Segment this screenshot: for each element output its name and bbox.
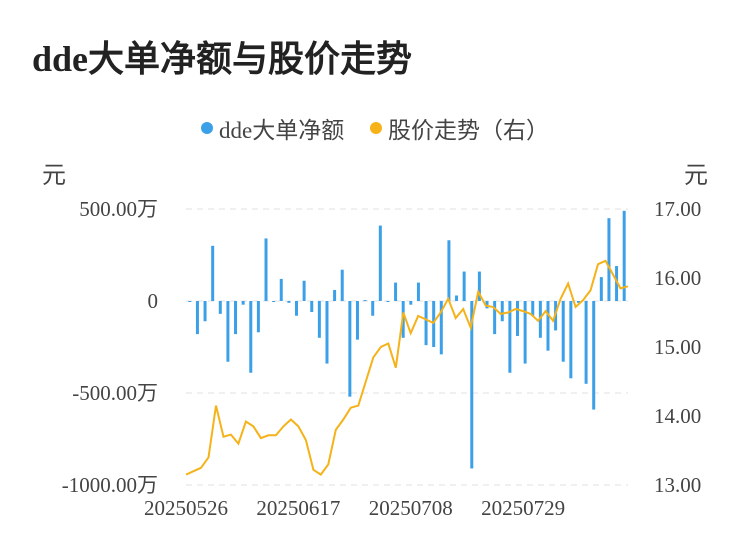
bar bbox=[378, 225, 382, 301]
bar bbox=[500, 301, 504, 322]
legend-dot-price-icon bbox=[369, 122, 382, 134]
bar bbox=[592, 301, 596, 410]
legend-label-price: 股价走势（右） bbox=[387, 118, 549, 143]
x-tick-label: 20250526 bbox=[144, 496, 228, 520]
bar bbox=[615, 266, 619, 301]
left-tick-label: 500.00万 bbox=[79, 197, 158, 221]
bar bbox=[234, 301, 238, 335]
x-tick-label: 20250729 bbox=[481, 496, 565, 520]
bar bbox=[599, 277, 603, 301]
bar bbox=[546, 301, 550, 351]
left-tick-label: -500.00万 bbox=[72, 381, 158, 405]
left-tick-label: 0 bbox=[148, 289, 159, 313]
bar bbox=[195, 301, 199, 335]
bar bbox=[310, 301, 314, 313]
bar bbox=[607, 218, 611, 301]
legend: dde大单净额 股价走势（右） bbox=[0, 111, 750, 145]
bar bbox=[333, 289, 337, 301]
left-tick-label: -1000.00万 bbox=[62, 473, 158, 497]
right-axis-unit: 元 bbox=[684, 163, 708, 189]
bar bbox=[241, 301, 245, 305]
bar bbox=[569, 301, 573, 379]
legend-item-dde[interactable]: dde大单净额 bbox=[201, 111, 344, 145]
right-tick-label: 15.00 bbox=[654, 335, 701, 359]
chart-title: dde大单净额与股价走势 bbox=[32, 39, 413, 79]
right-tick-label: 17.00 bbox=[654, 197, 701, 221]
bar bbox=[394, 282, 398, 301]
legend-label-dde: dde大单净额 bbox=[219, 118, 345, 143]
left-axis-unit: 元 bbox=[42, 163, 66, 189]
bar bbox=[424, 301, 428, 346]
right-tick-label: 14.00 bbox=[654, 404, 701, 428]
legend-dot-dde-icon bbox=[201, 122, 214, 134]
bar bbox=[302, 280, 306, 301]
bar bbox=[493, 301, 497, 335]
price-line bbox=[185, 259, 629, 476]
bar bbox=[348, 301, 352, 397]
right-tick-label: 13.00 bbox=[654, 473, 701, 497]
bar bbox=[416, 282, 420, 301]
bar bbox=[508, 301, 512, 373]
bar bbox=[355, 301, 359, 340]
bar bbox=[531, 301, 535, 316]
bar bbox=[226, 301, 230, 362]
bar bbox=[447, 240, 451, 301]
right-tick-label: 16.00 bbox=[654, 266, 701, 290]
bar bbox=[371, 301, 375, 316]
legend-item-price[interactable]: 股价走势（右） bbox=[369, 111, 549, 145]
bar bbox=[584, 301, 588, 384]
bar bbox=[523, 301, 527, 364]
bar bbox=[317, 301, 321, 338]
bar bbox=[272, 301, 276, 302]
bar bbox=[256, 301, 260, 333]
bar bbox=[409, 301, 413, 305]
bar bbox=[287, 301, 291, 303]
bar bbox=[340, 269, 344, 301]
bar bbox=[295, 301, 298, 316]
bar bbox=[211, 245, 215, 301]
bar bbox=[470, 301, 474, 469]
bar bbox=[386, 301, 390, 302]
bar bbox=[249, 301, 253, 373]
bar bbox=[462, 271, 466, 301]
bar bbox=[363, 300, 367, 302]
bar bbox=[485, 301, 489, 309]
bar bbox=[516, 301, 519, 336]
bar bbox=[455, 295, 459, 301]
bar bbox=[432, 301, 436, 347]
bar bbox=[188, 301, 192, 302]
bar bbox=[561, 301, 565, 362]
bar bbox=[279, 278, 283, 301]
bar bbox=[264, 238, 268, 301]
x-tick-label: 20250708 bbox=[369, 496, 453, 520]
bar bbox=[218, 301, 222, 314]
bar bbox=[622, 210, 626, 301]
bar bbox=[477, 271, 481, 301]
bar bbox=[439, 301, 443, 355]
x-tick-label: 20250617 bbox=[256, 496, 340, 520]
bar bbox=[203, 301, 207, 322]
bar bbox=[325, 301, 329, 364]
bar bbox=[576, 301, 580, 303]
